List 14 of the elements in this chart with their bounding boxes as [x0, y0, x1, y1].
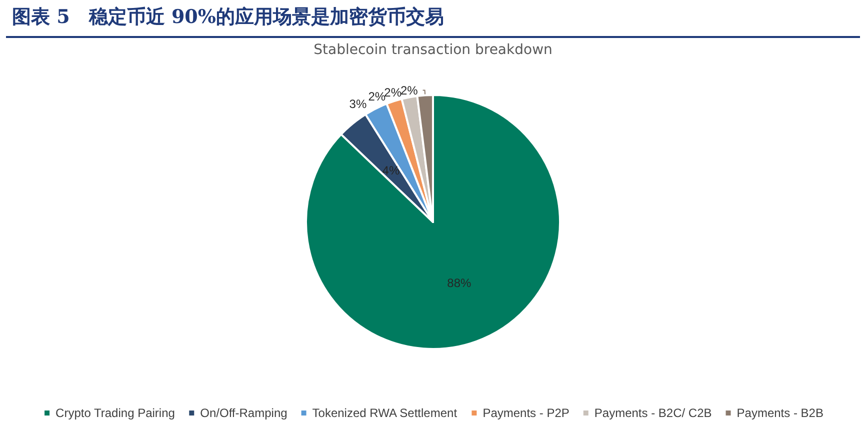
legend-label: Crypto Trading Pairing	[56, 406, 175, 420]
chart-subtitle: Stablecoin transaction breakdown	[314, 42, 552, 58]
legend-label: Tokenized RWA Settlement	[312, 406, 458, 420]
data-label: 2%	[368, 89, 386, 104]
data-label: 4%	[382, 163, 400, 178]
data-label: 88%	[447, 276, 472, 290]
data-label: 3%	[349, 97, 367, 112]
legend-label: Payments - B2B	[736, 406, 824, 420]
chart-title: 图表 5 稳定币近 90%的应用场景是加密货币交易	[6, 0, 860, 38]
legend-label: Payments - P2P	[482, 406, 570, 420]
data-label: 2%	[384, 85, 402, 100]
legend-label: On/Off-Ramping	[200, 406, 288, 420]
legend-label: Payments - B2C/ C2B	[594, 406, 712, 420]
data-label: 2%	[400, 83, 418, 98]
